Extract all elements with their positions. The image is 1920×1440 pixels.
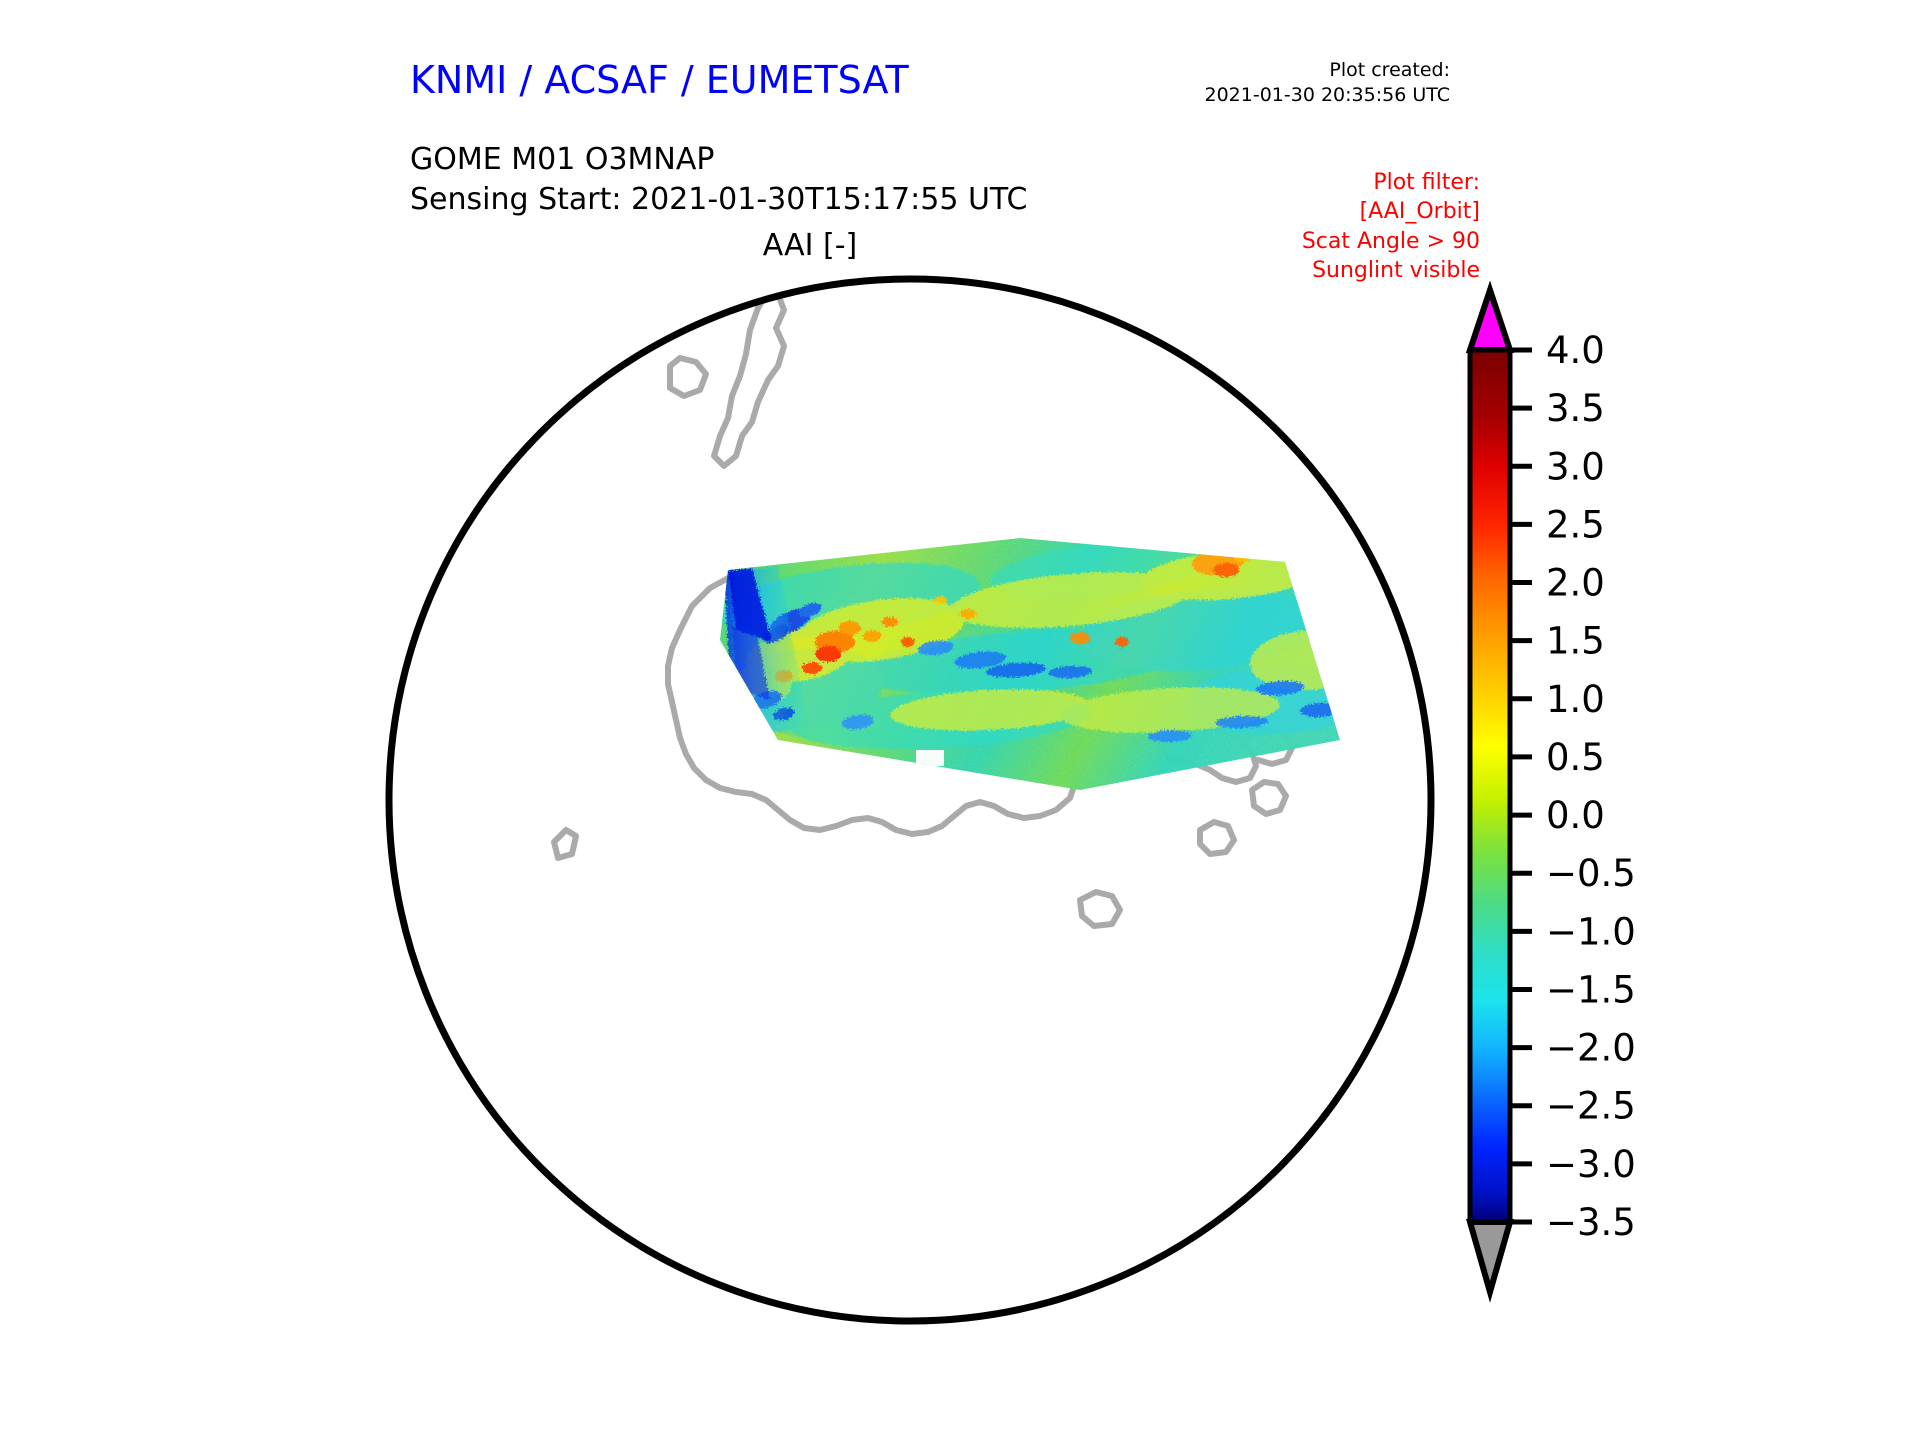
- plot-created-block: Plot created: 2021-01-30 20:35:56 UTC: [1205, 58, 1451, 108]
- coastline-nz: [711, 289, 787, 469]
- colorbar-tick-label: −1.5: [1546, 968, 1636, 1011]
- colorbar-tick-label: −2.0: [1546, 1027, 1636, 1070]
- colorbar-tick-label: −0.5: [1546, 852, 1636, 895]
- organisation-title: KNMI / ACSAF / EUMETSAT: [410, 58, 909, 102]
- coastline-island-s: [1077, 889, 1123, 929]
- colorbar-tick-label: 4.0: [1546, 329, 1605, 372]
- colorbar-tick-label: 0.0: [1546, 794, 1605, 837]
- colorbar-tick-label: 1.5: [1546, 620, 1605, 663]
- colorbar-tick-label: 1.0: [1546, 678, 1605, 721]
- colorbar-tick-label: 2.0: [1546, 562, 1605, 605]
- sensing-start: Sensing Start: 2021-01-30T15:17:55 UTC: [410, 181, 1028, 217]
- coastline-island-se2: [1197, 819, 1237, 857]
- polar-stereographic-map: [385, 275, 1435, 1325]
- colorbar-tick-label: 3.0: [1546, 445, 1605, 488]
- coastline-island-small: [667, 355, 709, 399]
- product-name: GOME M01 O3MNAP: [410, 142, 715, 177]
- colorbar-tick-label: 0.5: [1546, 736, 1605, 779]
- globe-outline: [385, 275, 1435, 1325]
- plot-created-label: Plot created:: [1329, 59, 1450, 81]
- colorbar-over-range-arrow: [1465, 280, 1515, 353]
- colorbar-tick-label: 3.5: [1546, 387, 1605, 430]
- colorbar-tick-label: −3.0: [1546, 1143, 1636, 1186]
- colorbar-under-range-arrow: [1466, 1219, 1514, 1303]
- colorbar: 4.0 3.5 3.0 2.5 2.0 1.5 1.0 0.5 0.0 −0.5 −1.0 −1.5 −…: [1432, 280, 1852, 1310]
- plot-filter-name: [AAI_Orbit]: [1359, 199, 1480, 225]
- globe-disc: [389, 279, 1431, 1321]
- colorbar-tick-label: −2.5: [1546, 1085, 1636, 1128]
- colorbar-tick-label: −3.5: [1546, 1201, 1636, 1244]
- plot-filter-block: Plot filter: [AAI_Orbit] Scat Angle > 90…: [1302, 168, 1480, 285]
- colorbar-tick-label: −1.0: [1546, 910, 1636, 953]
- plot-filter-condition-scat-angle: Scat Angle > 90: [1301, 228, 1480, 254]
- colorbar-gradient-bar: [1467, 347, 1513, 1225]
- coastline-island-tiny: [551, 827, 579, 861]
- page-title: AAI [-]: [762, 228, 858, 263]
- plot-filter-condition-sunglint: Sunglint visible: [1312, 257, 1480, 283]
- plot-filter-label: Plot filter:: [1373, 170, 1480, 195]
- colorbar-svg: 4.0 3.5 3.0 2.5 2.0 1.5 1.0 0.5 0.0 −0.5 −1.0 −1.5 −…: [1465, 280, 1636, 1303]
- product-info-block: GOME M01 O3MNAP Sensing Start: 2021-01-3…: [410, 140, 1027, 220]
- plot-created-timestamp: 2021-01-30 20:35:56 UTC: [1204, 84, 1451, 107]
- coastline-island-se: [1249, 779, 1289, 817]
- map-plot-area: [380, 270, 1440, 1330]
- colorbar-ticks: 4.0 3.5 3.0 2.5 2.0 1.5 1.0 0.5 0.0 −0.5 −1.0 −1.5 −…: [1510, 329, 1636, 1244]
- colorbar-tick-label: 2.5: [1546, 503, 1605, 546]
